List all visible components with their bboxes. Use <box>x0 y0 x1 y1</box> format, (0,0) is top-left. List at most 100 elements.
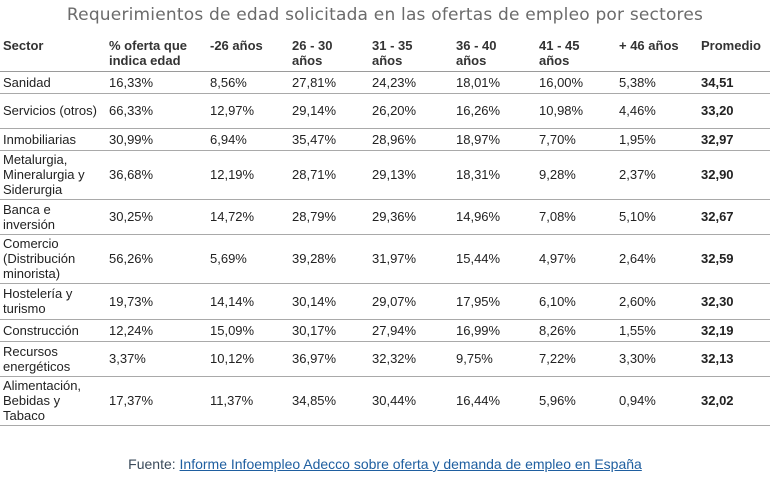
cell-over-46: 2,37% <box>616 150 698 200</box>
cell-under-26: 5,69% <box>207 234 289 284</box>
cell-36-40: 15,44% <box>453 234 536 284</box>
cell-over-46: 1,55% <box>616 319 698 342</box>
cell-26-30: 28,79% <box>289 199 369 235</box>
cell-36-40: 18,01% <box>453 71 536 94</box>
cell-41-45: 7,70% <box>536 128 616 151</box>
cell-pct-offer: 17,37% <box>106 376 207 426</box>
cell-under-26: 15,09% <box>207 319 289 342</box>
cell-26-30: 39,28% <box>289 234 369 284</box>
cell-36-40: 16,99% <box>453 319 536 342</box>
cell-promedio: 32,30 <box>698 283 770 320</box>
cell-promedio: 32,67 <box>698 199 770 235</box>
cell-over-46: 2,64% <box>616 234 698 284</box>
cell-31-35: 30,44% <box>369 376 453 426</box>
table-row: Construcción 12,24% 15,09% 30,17% 27,94% 16,9… <box>0 319 770 342</box>
header-under-26: -26 años <box>207 33 289 72</box>
cell-over-46: 0,94% <box>616 376 698 426</box>
cell-31-35: 29,07% <box>369 283 453 320</box>
cell-41-45: 9,28% <box>536 150 616 200</box>
cell-promedio: 32,90 <box>698 150 770 200</box>
cell-36-40: 17,95% <box>453 283 536 320</box>
table-row: Inmobiliarias 30,99% 6,94% 35,47% 28,96% 18,9… <box>0 128 770 151</box>
header-over-46: + 46 años <box>616 33 698 72</box>
cell-under-26: 8,56% <box>207 71 289 94</box>
cell-31-35: 31,97% <box>369 234 453 284</box>
cell-under-26: 12,19% <box>207 150 289 200</box>
cell-26-30: 30,17% <box>289 319 369 342</box>
cell-under-26: 14,72% <box>207 199 289 235</box>
table-row: Alimentación, Bebidas y Tabaco 17,37% 11,3… <box>0 376 770 426</box>
cell-sector: Recursos energéticos <box>0 341 106 377</box>
source-note: Fuente: Informe Infoempleo Adecco sobre … <box>0 456 770 472</box>
cell-sector: Construcción <box>0 319 106 342</box>
header-26-30: 26 - 30 años <box>289 33 369 72</box>
cell-41-45: 8,26% <box>536 319 616 342</box>
cell-pct-offer: 36,68% <box>106 150 207 200</box>
table-title: Requerimientos de edad solicitada en las… <box>66 5 704 25</box>
cell-pct-offer: 12,24% <box>106 319 207 342</box>
cell-sector: Comercio (Distribución minorista) <box>0 234 106 284</box>
cell-pct-offer: 19,73% <box>106 283 207 320</box>
cell-sector: Hostelería y turismo <box>0 283 106 320</box>
cell-pct-offer: 30,25% <box>106 199 207 235</box>
cell-sector: Alimentación, Bebidas y Tabaco <box>0 376 106 426</box>
cell-31-35: 24,23% <box>369 71 453 94</box>
cell-over-46: 1,95% <box>616 128 698 151</box>
cell-26-30: 30,14% <box>289 283 369 320</box>
cell-26-30: 27,81% <box>289 71 369 94</box>
cell-41-45: 4,97% <box>536 234 616 284</box>
header-promedio: Promedio <box>698 33 770 72</box>
cell-31-35: 26,20% <box>369 93 453 129</box>
cell-under-26: 12,97% <box>207 93 289 129</box>
header-sector: Sector <box>0 33 106 72</box>
header-pct-offer: % oferta que indica edad <box>106 33 207 72</box>
table-row: Recursos energéticos 3,37% 10,12% 36,97% 32,… <box>0 341 770 377</box>
table-row: Comercio (Distribución minorista) 56,26% 5… <box>0 234 770 284</box>
table-row: Banca e inversión 30,25% 14,72% 28,79% 29,36… <box>0 199 770 235</box>
table-row: Metalurgia, Mineralurgia y Siderurgia 36,… <box>0 150 770 200</box>
cell-36-40: 18,97% <box>453 128 536 151</box>
cell-promedio: 32,97 <box>698 128 770 151</box>
cell-36-40: 16,44% <box>453 376 536 426</box>
cell-over-46: 4,46% <box>616 93 698 129</box>
cell-sector: Servicios (otros) <box>0 93 106 129</box>
source-link[interactable]: Informe Infoempleo Adecco sobre oferta y… <box>179 456 642 472</box>
header-31-35: 31 - 35 años <box>369 33 453 72</box>
cell-sector: Sanidad <box>0 71 106 94</box>
cell-26-30: 28,71% <box>289 150 369 200</box>
cell-pct-offer: 56,26% <box>106 234 207 284</box>
cell-under-26: 6,94% <box>207 128 289 151</box>
header-row: Sector % oferta que indica edad -26 años … <box>0 33 770 72</box>
cell-36-40: 9,75% <box>453 341 536 377</box>
cell-promedio: 32,19 <box>698 319 770 342</box>
cell-over-46: 2,60% <box>616 283 698 320</box>
cell-promedio: 32,02 <box>698 376 770 426</box>
cell-31-35: 27,94% <box>369 319 453 342</box>
cell-36-40: 16,26% <box>453 93 536 129</box>
cell-sector: Banca e inversión <box>0 199 106 235</box>
cell-over-46: 3,30% <box>616 341 698 377</box>
cell-41-45: 5,96% <box>536 376 616 426</box>
cell-41-45: 10,98% <box>536 93 616 129</box>
cell-41-45: 16,00% <box>536 71 616 94</box>
cell-31-35: 29,36% <box>369 199 453 235</box>
cell-sector: Metalurgia, Mineralurgia y Siderurgia <box>0 150 106 200</box>
cell-31-35: 32,32% <box>369 341 453 377</box>
cell-pct-offer: 3,37% <box>106 341 207 377</box>
source-prefix: Fuente: <box>128 456 180 472</box>
cell-under-26: 10,12% <box>207 341 289 377</box>
cell-pct-offer: 16,33% <box>106 71 207 94</box>
cell-26-30: 29,14% <box>289 93 369 129</box>
age-requirements-table: Sector % oferta que indica edad -26 años … <box>0 33 770 426</box>
cell-sector: Inmobiliarias <box>0 128 106 151</box>
cell-26-30: 36,97% <box>289 341 369 377</box>
cell-26-30: 35,47% <box>289 128 369 151</box>
table-row: Sanidad 16,33% 8,56% 27,81% 24,23% 18,01% 16,0… <box>0 71 770 94</box>
cell-26-30: 34,85% <box>289 376 369 426</box>
cell-31-35: 29,13% <box>369 150 453 200</box>
header-41-45: 41 - 45 años <box>536 33 616 72</box>
cell-promedio: 34,51 <box>698 71 770 94</box>
cell-promedio: 32,13 <box>698 341 770 377</box>
cell-31-35: 28,96% <box>369 128 453 151</box>
cell-pct-offer: 66,33% <box>106 93 207 129</box>
